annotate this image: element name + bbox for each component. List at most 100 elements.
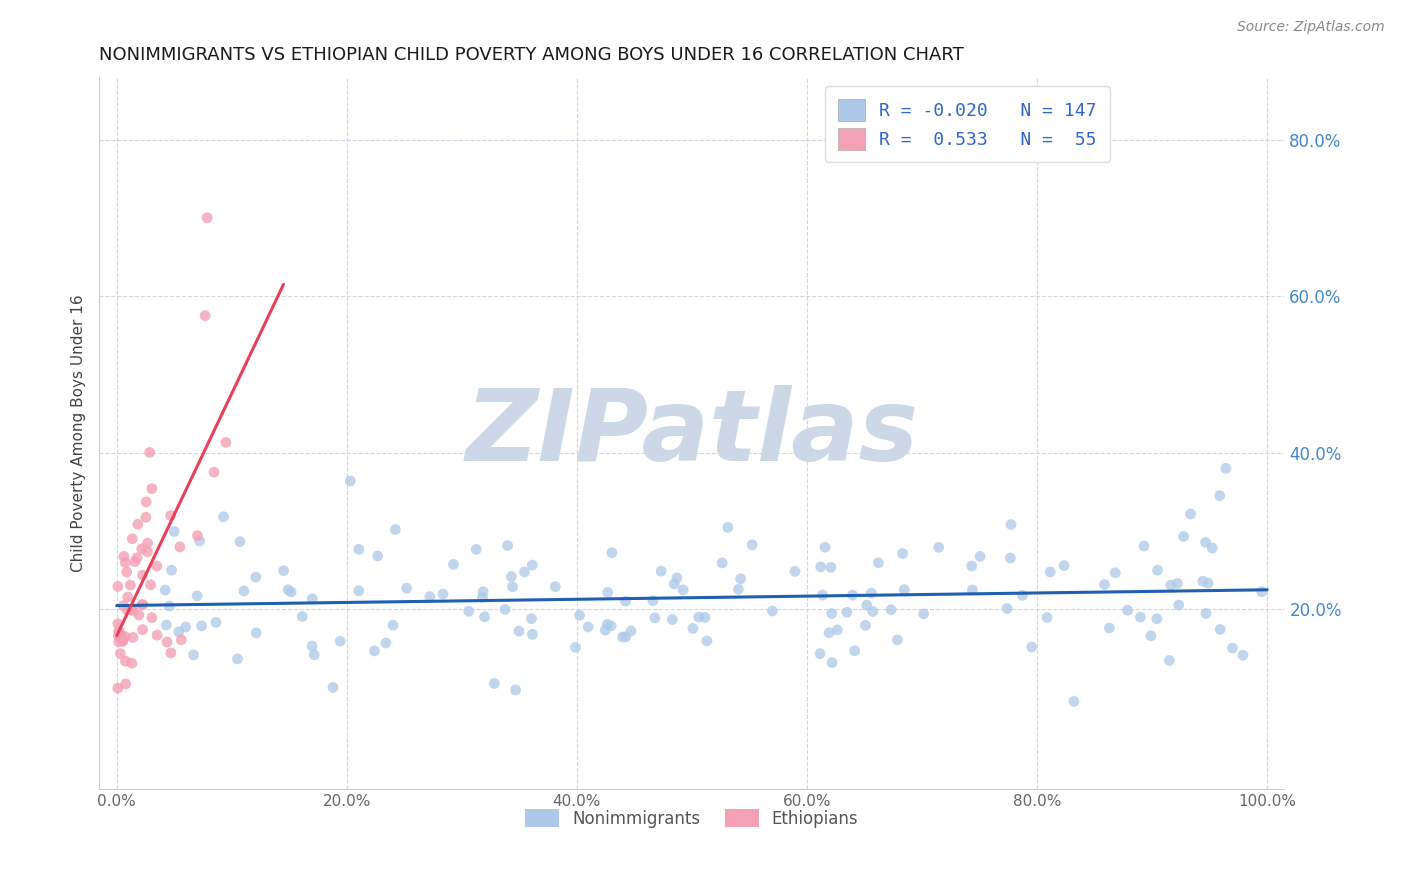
Y-axis label: Child Poverty Among Boys Under 16: Child Poverty Among Boys Under 16 xyxy=(72,294,86,572)
Point xyxy=(156,635,179,649)
Point xyxy=(474,609,496,624)
Point xyxy=(1036,610,1059,624)
Point xyxy=(457,604,479,618)
Point xyxy=(107,624,129,639)
Point xyxy=(614,594,637,608)
Point xyxy=(124,555,146,569)
Legend: Nonimmigrants, Ethiopians: Nonimmigrants, Ethiopians xyxy=(519,802,865,834)
Point xyxy=(891,547,914,561)
Point xyxy=(810,560,832,574)
Point xyxy=(472,584,495,599)
Point xyxy=(128,607,150,622)
Point xyxy=(821,607,844,621)
Point xyxy=(301,639,323,653)
Point xyxy=(808,647,831,661)
Point xyxy=(107,579,129,593)
Point xyxy=(496,539,519,553)
Point xyxy=(1011,588,1033,602)
Point xyxy=(855,598,877,612)
Point xyxy=(291,609,314,624)
Point xyxy=(1104,566,1126,580)
Point xyxy=(1000,551,1022,566)
Point xyxy=(1021,640,1043,654)
Point xyxy=(114,630,136,644)
Point xyxy=(432,587,454,601)
Point xyxy=(443,558,465,572)
Point xyxy=(170,632,193,647)
Point xyxy=(620,624,643,638)
Point xyxy=(761,604,783,618)
Point xyxy=(127,517,149,532)
Point xyxy=(711,556,734,570)
Point xyxy=(650,564,672,578)
Point xyxy=(155,582,177,597)
Point xyxy=(682,621,704,635)
Point xyxy=(139,578,162,592)
Point xyxy=(322,681,344,695)
Point xyxy=(339,474,361,488)
Point xyxy=(280,585,302,599)
Point xyxy=(1000,517,1022,532)
Point xyxy=(612,630,634,644)
Point xyxy=(419,590,441,604)
Point xyxy=(1159,653,1181,667)
Point xyxy=(135,495,157,509)
Point xyxy=(301,591,323,606)
Point xyxy=(1039,565,1062,579)
Point xyxy=(520,612,543,626)
Point xyxy=(245,570,267,584)
Point xyxy=(155,618,177,632)
Point xyxy=(641,593,664,607)
Point xyxy=(190,619,212,633)
Point xyxy=(112,633,135,648)
Point xyxy=(502,580,524,594)
Point xyxy=(1094,577,1116,591)
Text: ZIPatlas: ZIPatlas xyxy=(465,384,918,482)
Point xyxy=(471,591,494,605)
Point xyxy=(122,631,145,645)
Point xyxy=(1215,461,1237,475)
Point xyxy=(960,559,983,574)
Point xyxy=(853,618,876,632)
Point xyxy=(844,644,866,658)
Point xyxy=(1063,694,1085,708)
Point xyxy=(146,559,169,574)
Point xyxy=(117,590,139,604)
Point xyxy=(226,652,249,666)
Point xyxy=(596,585,619,599)
Point xyxy=(375,636,398,650)
Text: NONIMMIGRANTS VS ETHIOPIAN CHILD POVERTY AMONG BOYS UNDER 16 CORRELATION CHART: NONIMMIGRANTS VS ETHIOPIAN CHILD POVERTY… xyxy=(100,46,965,64)
Point xyxy=(484,676,506,690)
Text: Source: ZipAtlas.com: Source: ZipAtlas.com xyxy=(1237,20,1385,34)
Point xyxy=(912,607,935,621)
Point xyxy=(112,599,135,613)
Point xyxy=(821,656,844,670)
Point xyxy=(505,682,527,697)
Point xyxy=(1133,539,1156,553)
Point xyxy=(1194,535,1216,549)
Point xyxy=(131,598,153,612)
Point xyxy=(1173,530,1195,544)
Point xyxy=(1209,623,1232,637)
Point xyxy=(1146,612,1168,626)
Point xyxy=(1250,584,1272,599)
Point xyxy=(110,628,132,642)
Point xyxy=(1195,607,1218,621)
Point xyxy=(827,623,849,637)
Point xyxy=(1160,578,1182,592)
Point xyxy=(1180,507,1202,521)
Point xyxy=(167,624,190,639)
Point xyxy=(115,603,138,617)
Point xyxy=(186,528,208,542)
Point xyxy=(135,510,157,524)
Point xyxy=(160,563,183,577)
Point xyxy=(814,541,837,555)
Point xyxy=(962,582,984,597)
Point xyxy=(125,550,148,565)
Point xyxy=(862,604,884,618)
Point xyxy=(141,611,163,625)
Point xyxy=(107,681,129,695)
Point xyxy=(131,541,153,556)
Point xyxy=(110,647,132,661)
Point xyxy=(1222,641,1244,656)
